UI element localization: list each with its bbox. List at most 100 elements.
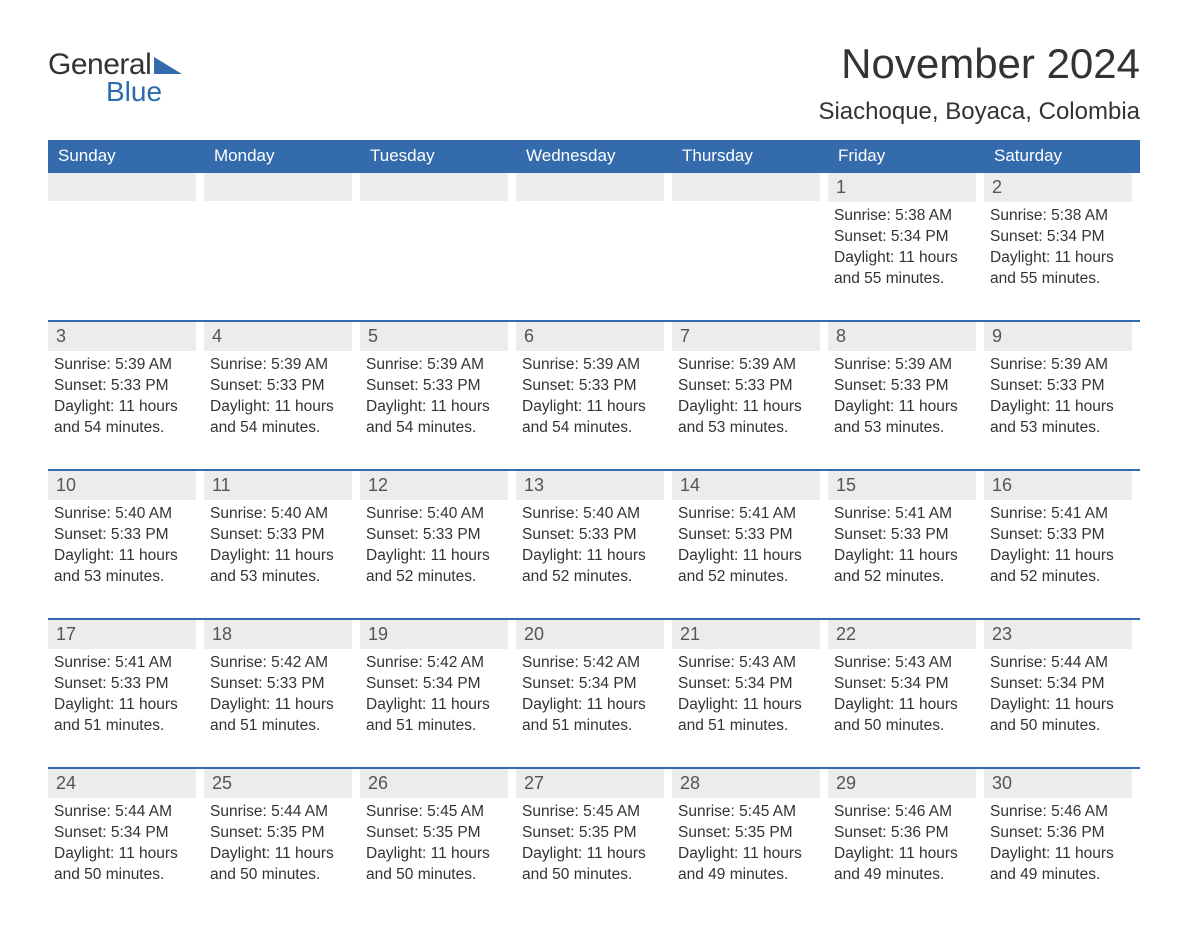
week-row: 10Sunrise: 5:40 AMSunset: 5:33 PMDayligh… (48, 469, 1140, 602)
sunrise-line: Sunrise: 5:39 AM (210, 355, 352, 376)
sunset-line: Sunset: 5:34 PM (834, 674, 976, 695)
daylight-line: Daylight: 11 hours and 54 minutes. (522, 397, 664, 439)
day-header: Thursday (672, 140, 828, 173)
daylight-line: Daylight: 11 hours and 51 minutes. (678, 695, 820, 737)
daylight-line: Daylight: 11 hours and 53 minutes. (210, 546, 352, 588)
day-number-bar: 28 (672, 769, 820, 798)
day-data: Sunrise: 5:40 AMSunset: 5:33 PMDaylight:… (48, 500, 196, 602)
day-data: Sunrise: 5:41 AMSunset: 5:33 PMDaylight:… (828, 500, 976, 602)
daylight-line: Daylight: 11 hours and 55 minutes. (990, 248, 1132, 290)
sunset-line: Sunset: 5:33 PM (990, 525, 1132, 546)
day-data: Sunrise: 5:41 AMSunset: 5:33 PMDaylight:… (984, 500, 1132, 602)
day-number-bar (360, 173, 508, 201)
daylight-line: Daylight: 11 hours and 52 minutes. (678, 546, 820, 588)
day-cell (204, 173, 360, 304)
day-data (672, 201, 820, 303)
sunrise-line: Sunrise: 5:42 AM (366, 653, 508, 674)
week-row: 1 Sunrise: 5:38 AMSunset: 5:34 PMDaylight… (48, 173, 1140, 304)
daylight-line: Daylight: 11 hours and 50 minutes. (522, 844, 664, 886)
sunset-line: Sunset: 5:33 PM (366, 376, 508, 397)
day-number-bar (672, 173, 820, 201)
sunset-line: Sunset: 5:34 PM (366, 674, 508, 695)
sunrise-line: Sunrise: 5:40 AM (522, 504, 664, 525)
sunrise-line: Sunrise: 5:42 AM (210, 653, 352, 674)
day-number-bar: 30 (984, 769, 1132, 798)
day-number-bar: 21 (672, 620, 820, 649)
day-data: Sunrise: 5:46 AMSunset: 5:36 PMDaylight:… (984, 798, 1132, 900)
day-number-bar: 12 (360, 471, 508, 500)
daylight-line: Daylight: 11 hours and 50 minutes. (210, 844, 352, 886)
daylight-line: Daylight: 11 hours and 50 minutes. (366, 844, 508, 886)
day-cell (672, 173, 828, 304)
sunset-line: Sunset: 5:34 PM (834, 227, 976, 248)
daylight-line: Daylight: 11 hours and 50 minutes. (990, 695, 1132, 737)
day-cell: 4Sunrise: 5:39 AMSunset: 5:33 PMDaylight… (204, 322, 360, 453)
day-data: Sunrise: 5:45 AMSunset: 5:35 PMDaylight:… (672, 798, 820, 900)
sunset-line: Sunset: 5:33 PM (522, 376, 664, 397)
sunset-line: Sunset: 5:33 PM (54, 376, 196, 397)
sunset-line: Sunset: 5:33 PM (834, 525, 976, 546)
day-cell: 28Sunrise: 5:45 AMSunset: 5:35 PMDayligh… (672, 769, 828, 900)
day-data: Sunrise: 5:38 AMSunset: 5:34 PMDaylight:… (984, 202, 1132, 304)
day-data: Sunrise: 5:43 AMSunset: 5:34 PMDaylight:… (672, 649, 820, 751)
daylight-line: Daylight: 11 hours and 54 minutes. (366, 397, 508, 439)
calendar-page: General Blue November 2024 Siachoque, Bo… (0, 0, 1188, 940)
day-number-bar: 11 (204, 471, 352, 500)
sunrise-line: Sunrise: 5:41 AM (990, 504, 1132, 525)
day-data: Sunrise: 5:40 AMSunset: 5:33 PMDaylight:… (360, 500, 508, 602)
sunset-line: Sunset: 5:33 PM (522, 525, 664, 546)
day-data: Sunrise: 5:43 AMSunset: 5:34 PMDaylight:… (828, 649, 976, 751)
sunset-line: Sunset: 5:36 PM (990, 823, 1132, 844)
sunset-line: Sunset: 5:33 PM (54, 525, 196, 546)
sunset-line: Sunset: 5:34 PM (990, 227, 1132, 248)
sunrise-line: Sunrise: 5:45 AM (678, 802, 820, 823)
day-number-bar: 19 (360, 620, 508, 649)
day-number-bar: 27 (516, 769, 664, 798)
sunrise-line: Sunrise: 5:40 AM (366, 504, 508, 525)
sunset-line: Sunset: 5:35 PM (366, 823, 508, 844)
day-number-bar: 6 (516, 322, 664, 351)
day-number-bar: 14 (672, 471, 820, 500)
sunset-line: Sunset: 5:33 PM (210, 674, 352, 695)
day-number-bar: 25 (204, 769, 352, 798)
day-data (360, 201, 508, 303)
daylight-line: Daylight: 11 hours and 49 minutes. (678, 844, 820, 886)
day-cell: 21Sunrise: 5:43 AMSunset: 5:34 PMDayligh… (672, 620, 828, 751)
logo: General Blue (48, 48, 182, 108)
day-data: Sunrise: 5:42 AMSunset: 5:34 PMDaylight:… (516, 649, 664, 751)
sunset-line: Sunset: 5:33 PM (366, 525, 508, 546)
day-data: Sunrise: 5:40 AMSunset: 5:33 PMDaylight:… (516, 500, 664, 602)
sunrise-line: Sunrise: 5:44 AM (990, 653, 1132, 674)
weeks-container: 1 Sunrise: 5:38 AMSunset: 5:34 PMDaylight… (48, 173, 1140, 900)
day-data: Sunrise: 5:41 AMSunset: 5:33 PMDaylight:… (672, 500, 820, 602)
day-number-bar: 4 (204, 322, 352, 351)
day-number-bar: 18 (204, 620, 352, 649)
day-number-bar: 23 (984, 620, 1132, 649)
day-number-bar: 7 (672, 322, 820, 351)
day-cell: 26Sunrise: 5:45 AMSunset: 5:35 PMDayligh… (360, 769, 516, 900)
sunrise-line: Sunrise: 5:40 AM (210, 504, 352, 525)
day-cell: 8Sunrise: 5:39 AMSunset: 5:33 PMDaylight… (828, 322, 984, 453)
day-number-bar: 1 (828, 173, 976, 202)
daylight-line: Daylight: 11 hours and 54 minutes. (210, 397, 352, 439)
day-cell: 13Sunrise: 5:40 AMSunset: 5:33 PMDayligh… (516, 471, 672, 602)
daylight-line: Daylight: 11 hours and 51 minutes. (366, 695, 508, 737)
day-cell: 22Sunrise: 5:43 AMSunset: 5:34 PMDayligh… (828, 620, 984, 751)
sunset-line: Sunset: 5:35 PM (522, 823, 664, 844)
day-data: Sunrise: 5:39 AMSunset: 5:33 PMDaylight:… (204, 351, 352, 453)
sunset-line: Sunset: 5:35 PM (678, 823, 820, 844)
day-cell (360, 173, 516, 304)
sunset-line: Sunset: 5:33 PM (990, 376, 1132, 397)
sunrise-line: Sunrise: 5:40 AM (54, 504, 196, 525)
day-data (516, 201, 664, 303)
day-cell (48, 173, 204, 304)
day-data: Sunrise: 5:39 AMSunset: 5:33 PMDaylight:… (984, 351, 1132, 453)
day-data: Sunrise: 5:39 AMSunset: 5:33 PMDaylight:… (48, 351, 196, 453)
day-number-bar: 16 (984, 471, 1132, 500)
day-number-bar (48, 173, 196, 201)
daylight-line: Daylight: 11 hours and 51 minutes. (210, 695, 352, 737)
day-number-bar: 10 (48, 471, 196, 500)
day-data: Sunrise: 5:42 AMSunset: 5:34 PMDaylight:… (360, 649, 508, 751)
day-header: Monday (204, 140, 360, 173)
daylight-line: Daylight: 11 hours and 50 minutes. (54, 844, 196, 886)
